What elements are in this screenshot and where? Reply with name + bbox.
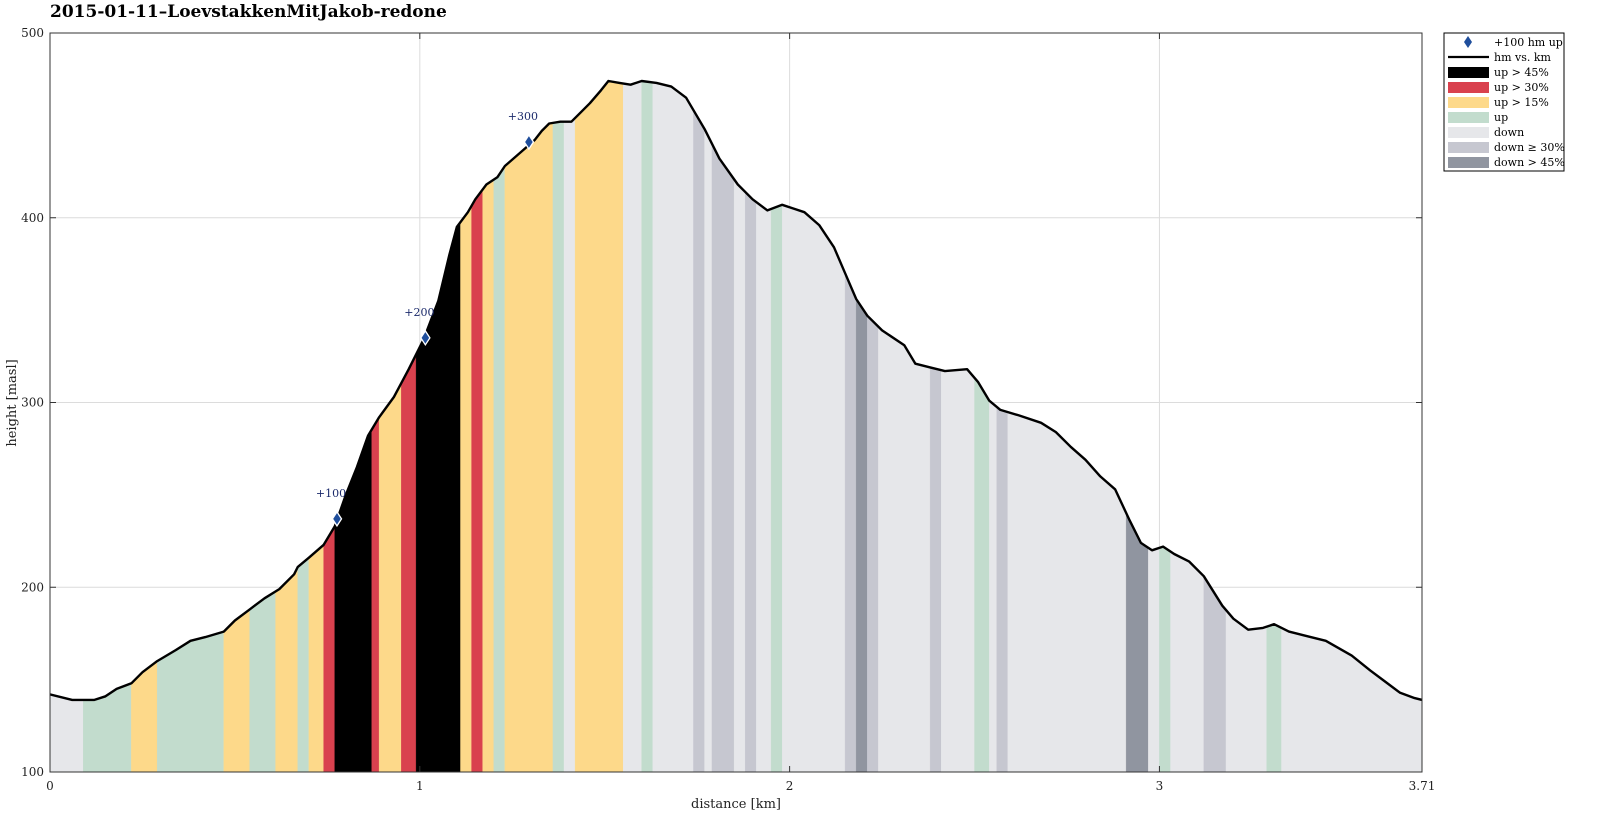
legend-label: down ≥ 30% <box>1494 141 1565 154</box>
x-tick-label: 2 <box>786 779 794 793</box>
gradient-bands <box>50 80 1463 772</box>
band-down <box>1170 551 1205 772</box>
band-down45 <box>855 298 868 772</box>
band-up30 <box>371 416 380 772</box>
band-down30 <box>711 143 735 772</box>
y-axis-label: height [masl] <box>5 359 20 446</box>
band-up <box>157 631 225 772</box>
band-up15 <box>574 80 624 772</box>
band-down30 <box>745 191 757 772</box>
chart-title: 2015-01-11–LoevstakkenMitJakob-redone <box>50 2 447 22</box>
band-down <box>1148 547 1160 772</box>
band-up30 <box>401 354 417 772</box>
band-up15 <box>275 566 298 772</box>
band-up15 <box>504 122 554 772</box>
band-down45 <box>1125 512 1149 772</box>
climb-marker <box>523 133 535 151</box>
band-down30 <box>867 315 879 772</box>
legend-label: up > 30% <box>1494 81 1549 94</box>
band-down <box>563 117 576 772</box>
band-down <box>704 128 713 772</box>
band-up <box>83 683 132 772</box>
band-up15 <box>223 609 250 772</box>
legend: +100 hm up hm vs. km up > 45% up > 30% up > … <box>1443 32 1565 172</box>
band-up30 <box>323 525 335 772</box>
band-up <box>974 377 990 772</box>
band-up <box>1437 697 1448 772</box>
band-down <box>1448 696 1463 772</box>
x-tick-label: 1 <box>416 779 424 793</box>
band-down <box>623 80 642 772</box>
band-down <box>782 204 846 772</box>
legend-label: up <box>1494 111 1508 124</box>
legend-swatch <box>1448 127 1489 138</box>
band-down <box>733 178 746 772</box>
legend-label: +100 hm up <box>1494 36 1563 49</box>
legend-label: up > 15% <box>1494 96 1549 109</box>
y-tick-label: 100 <box>21 765 44 779</box>
y-tick-label: 300 <box>21 396 44 410</box>
legend-swatch <box>1448 142 1489 153</box>
band-up <box>552 121 565 772</box>
band-up15 <box>482 179 494 772</box>
band-down <box>1225 609 1267 772</box>
climb-marker-label: +100 <box>316 487 346 500</box>
band-up15 <box>378 383 402 772</box>
x-axis-label: distance [km] <box>691 797 781 812</box>
legend-label: hm vs. km <box>1494 51 1552 64</box>
legend-swatch <box>1448 112 1489 123</box>
band-down <box>989 400 997 772</box>
climb-marker-label: +200 <box>404 306 434 319</box>
band-down30 <box>929 367 942 772</box>
y-tick-label: 400 <box>21 211 44 225</box>
band-down30 <box>996 406 1009 772</box>
band-up15 <box>308 544 324 772</box>
band-up <box>493 165 506 772</box>
band-up30 <box>471 188 483 772</box>
band-down <box>652 82 694 772</box>
band-down <box>756 201 772 772</box>
band-down <box>941 369 975 772</box>
band-up <box>249 591 276 772</box>
y-tick-label: 200 <box>21 580 44 594</box>
climb-marker <box>420 329 431 347</box>
legend-swatch <box>1448 82 1489 93</box>
legend-label: down <box>1494 126 1524 139</box>
legend-label: up > 45% <box>1494 66 1549 79</box>
band-down <box>878 326 931 772</box>
band-up15 <box>460 204 472 772</box>
band-down <box>50 694 84 772</box>
x-tick-label: 0 <box>46 779 54 793</box>
climb-markers: +100 +200 +300 <box>316 110 538 528</box>
band-up45 <box>415 221 461 772</box>
band-down <box>1007 411 1127 772</box>
y-tick-label: 500 <box>21 26 44 40</box>
band-down <box>1281 627 1422 772</box>
band-up <box>297 557 310 772</box>
legend-swatch <box>1448 97 1489 108</box>
climb-marker <box>331 510 343 528</box>
band-down30 <box>693 109 705 772</box>
legend-swatch <box>1448 157 1489 168</box>
axes: 0 1 2 3 3.71 100 200 300 400 500 <box>21 26 1435 793</box>
band-up <box>770 204 783 772</box>
band-up45 <box>334 428 372 772</box>
band-up <box>641 80 653 772</box>
elevation-line <box>50 79 1422 702</box>
legend-swatch-marker <box>1464 36 1472 48</box>
band-up <box>1266 623 1282 772</box>
band-down30 <box>844 273 857 772</box>
legend-swatch <box>1448 67 1489 78</box>
band-up <box>1159 546 1171 772</box>
x-tick-label: 3 <box>1156 779 1164 793</box>
legend-label: down > 45% <box>1494 156 1565 169</box>
x-tick-label: 3.71 <box>1409 779 1436 793</box>
climb-marker-label: +300 <box>508 110 538 123</box>
elevation-profile <box>50 79 1422 702</box>
